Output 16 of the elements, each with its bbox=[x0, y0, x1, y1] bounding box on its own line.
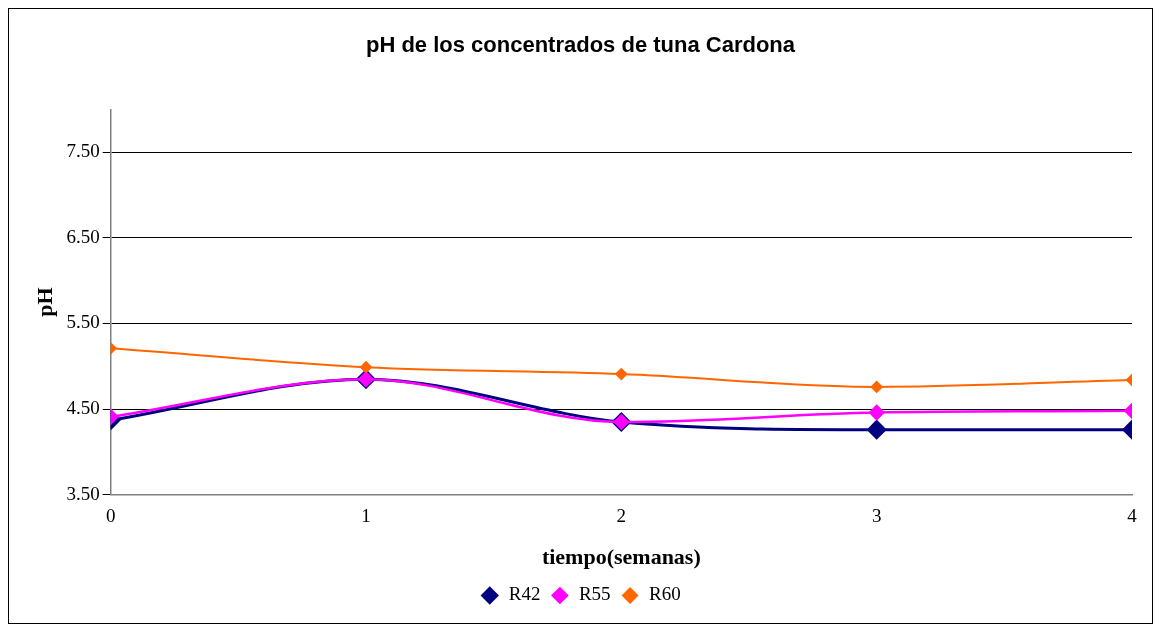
y-tick-label: 6.50 bbox=[66, 225, 100, 247]
legend-label: R42 bbox=[508, 583, 541, 605]
y-tick-label: 5.50 bbox=[66, 311, 100, 333]
x-tick-label: 2 bbox=[616, 505, 627, 527]
y-tick-label: 4.50 bbox=[66, 397, 100, 419]
y-tick-label: 3.50 bbox=[66, 482, 100, 504]
y-tick-label: 7.50 bbox=[66, 140, 100, 162]
y-axis-title: pH bbox=[31, 287, 57, 317]
x-tick-label: 0 bbox=[105, 505, 116, 527]
legend-label: R55 bbox=[578, 583, 611, 605]
x-axis-title: tiempo(semanas) bbox=[541, 544, 701, 570]
legend-label: R60 bbox=[649, 583, 681, 605]
x-tick-label: 1 bbox=[361, 505, 371, 527]
x-tick-label: 4 bbox=[1127, 505, 1138, 527]
chart-title: pH de los concentrados de tuna Cardona bbox=[365, 32, 796, 58]
x-tick-label: 3 bbox=[871, 505, 882, 527]
